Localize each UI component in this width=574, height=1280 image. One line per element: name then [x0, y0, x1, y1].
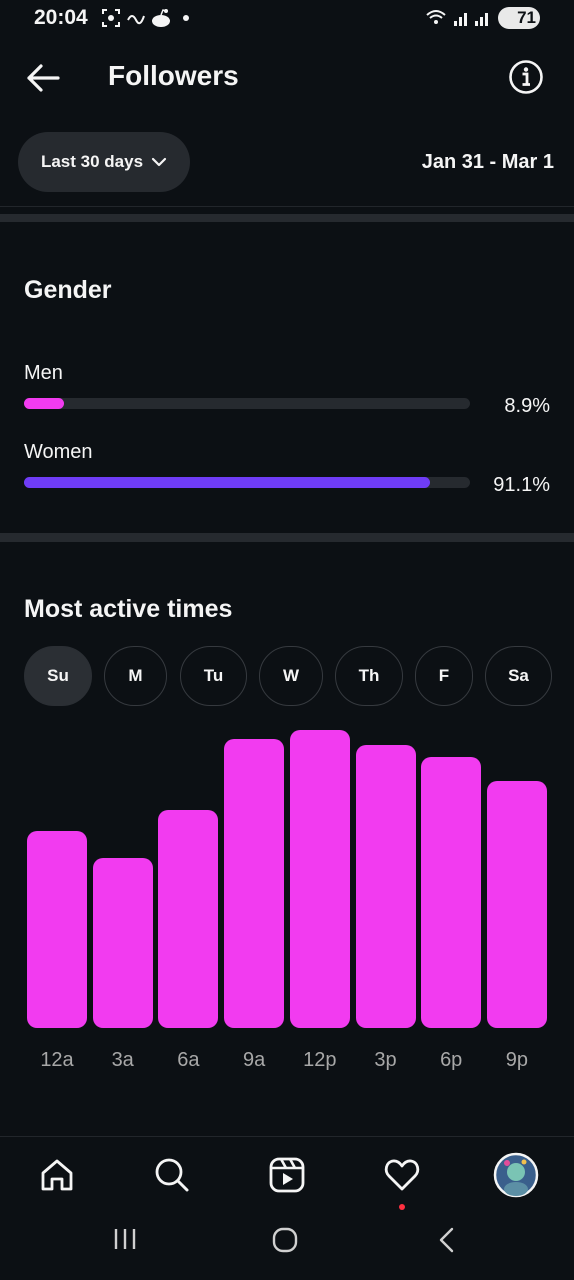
- chart-x-label: 3p: [374, 1049, 397, 1071]
- day-tab-sunday[interactable]: Su: [24, 646, 92, 706]
- chevron-down-icon: [151, 157, 167, 167]
- nav-reels[interactable]: [263, 1151, 311, 1199]
- women-percentage: 91.1%: [493, 474, 550, 496]
- day-tab-thursday[interactable]: Th: [335, 646, 403, 706]
- chart-bar-3a: [92, 858, 153, 1028]
- screenshot-icon: [102, 9, 120, 27]
- page-title: Followers: [108, 60, 239, 91]
- section-divider: [0, 533, 574, 542]
- wifi-icon: [426, 10, 446, 24]
- men-bar-track: [24, 398, 470, 409]
- chart-x-label: 6a: [177, 1049, 200, 1071]
- home-icon: [41, 1159, 73, 1191]
- day-tab-saturday[interactable]: Sa: [485, 646, 552, 706]
- chart-bar-9a: [224, 738, 285, 1028]
- app-notification-icon: [127, 15, 145, 25]
- chart-x-label: 9a: [242, 1049, 266, 1071]
- back-button[interactable]: [24, 58, 62, 98]
- date-range-text: Jan 31 - Mar 1: [421, 151, 554, 173]
- chart-bar-6a: [158, 810, 219, 1028]
- nav-activity[interactable]: [378, 1151, 426, 1210]
- most-active-times-title: Most active times: [24, 595, 233, 623]
- chart-x-label: 12p: [303, 1049, 337, 1071]
- search-icon: [155, 1158, 189, 1192]
- status-bar: 20:04 71: [0, 0, 574, 36]
- info-button[interactable]: [508, 59, 544, 95]
- bottom-navigation: [0, 1136, 574, 1213]
- status-time: 20:04: [34, 6, 88, 29]
- profile-avatar: [493, 1152, 539, 1198]
- recent-apps-button[interactable]: [112, 1226, 138, 1252]
- section-divider: [0, 214, 574, 222]
- women-bar-fill: [24, 477, 431, 488]
- signal-icon-1: [454, 13, 467, 26]
- day-tab-friday[interactable]: F: [415, 646, 473, 706]
- heart-icon: [384, 1159, 420, 1191]
- notification-dot: [399, 1204, 405, 1210]
- dot-icon: [183, 15, 189, 21]
- gender-label-men: Men: [24, 362, 63, 384]
- chart-bar-6p: [421, 756, 482, 1028]
- nav-profile[interactable]: [492, 1151, 540, 1199]
- nav-home[interactable]: [33, 1151, 81, 1199]
- day-tab-monday[interactable]: M: [104, 646, 167, 706]
- date-range-dropdown[interactable]: Last 30 days: [18, 132, 190, 192]
- chart-x-label: 3a: [111, 1049, 134, 1071]
- reddit-icon: [152, 9, 170, 27]
- active-times-chart: 12a 3a 6a 9a 12p 3p 6p 9p: [0, 720, 574, 1080]
- women-bar-track: [24, 477, 470, 488]
- day-tab-tuesday[interactable]: Tu: [180, 646, 247, 706]
- reels-icon: [269, 1157, 305, 1193]
- day-tab-wednesday[interactable]: W: [259, 646, 323, 706]
- men-percentage: 8.9%: [504, 395, 550, 417]
- men-bar-fill: [24, 398, 64, 409]
- chart-x-label: 9p: [505, 1049, 529, 1071]
- chart-bar-12a: [27, 831, 87, 1028]
- date-range-label: Last 30 days: [40, 152, 144, 171]
- chart-x-label: 6p: [440, 1049, 463, 1071]
- chart-bar-9p: [486, 780, 547, 1028]
- signal-icon-2: [475, 13, 488, 26]
- home-button[interactable]: [271, 1226, 299, 1254]
- divider: [0, 206, 574, 207]
- battery-indicator: 71: [498, 7, 540, 29]
- gender-label-women: Women: [24, 441, 93, 463]
- nav-search[interactable]: [148, 1151, 196, 1199]
- system-back-button[interactable]: [436, 1226, 458, 1254]
- chart-x-label: 12a: [40, 1049, 74, 1071]
- chart-bar-12p: [289, 730, 350, 1028]
- gender-title: Gender: [24, 276, 112, 304]
- chart-bar-3p: [355, 744, 416, 1028]
